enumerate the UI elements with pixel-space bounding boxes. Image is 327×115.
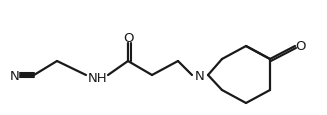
Text: O: O [295,40,305,53]
Text: N: N [10,69,20,82]
Text: NH: NH [88,71,108,84]
Text: O: O [123,31,133,44]
Text: N: N [195,69,205,82]
